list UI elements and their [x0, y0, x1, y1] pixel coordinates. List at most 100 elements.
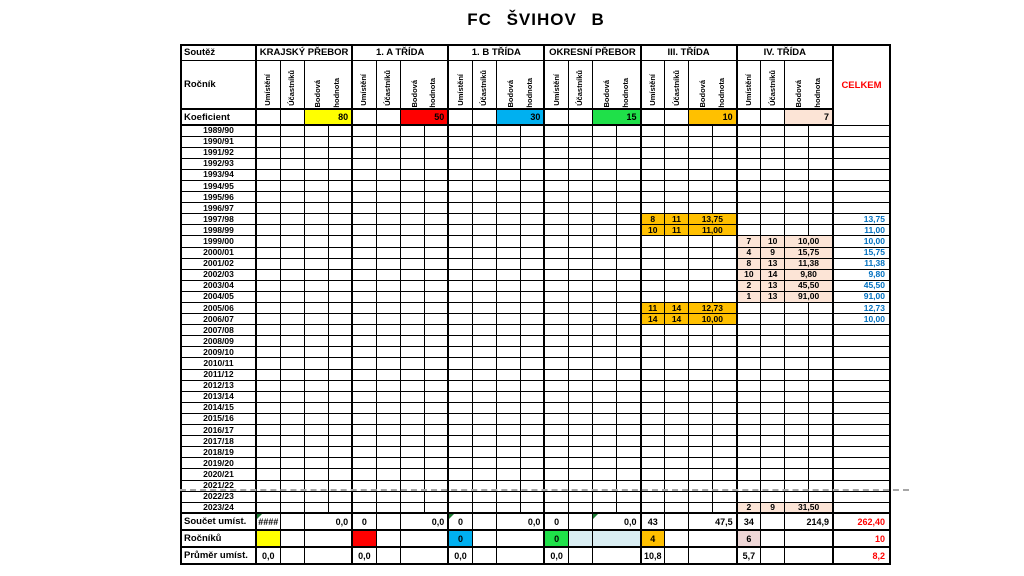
empty-cell[interactable]: [591, 446, 617, 459]
data-ucastniku[interactable]: 9: [760, 246, 786, 259]
celkem-header[interactable]: CELKEM: [832, 44, 891, 126]
empty-cell[interactable]: [254, 479, 281, 492]
data-bodova-hodnota[interactable]: 10,00: [688, 313, 738, 326]
empty-cell[interactable]: [327, 246, 353, 259]
empty-cell[interactable]: [495, 257, 521, 270]
empty-cell[interactable]: [543, 146, 569, 159]
empty-cell[interactable]: [351, 235, 377, 248]
empty-cell[interactable]: [279, 135, 305, 148]
soucet-umisteni-3[interactable]: 0: [543, 512, 569, 532]
empty-cell[interactable]: [423, 501, 449, 515]
empty-cell[interactable]: [735, 479, 762, 492]
soucet-umisteni-5[interactable]: 34: [735, 512, 762, 532]
empty-cell[interactable]: [615, 179, 642, 193]
empty-cell[interactable]: [639, 124, 666, 137]
empty-cell[interactable]: [375, 357, 401, 370]
empty-cell[interactable]: [447, 157, 473, 170]
subheader-ucastniku-5[interactable]: Účastníků: [760, 59, 786, 110]
empty-cell[interactable]: [351, 124, 377, 137]
empty-cell[interactable]: [399, 313, 425, 326]
empty-cell[interactable]: [423, 446, 449, 459]
empty-cell[interactable]: [639, 435, 666, 448]
empty-cell[interactable]: [735, 335, 762, 348]
rocniku-bodova-3[interactable]: [591, 529, 642, 549]
empty-cell[interactable]: [567, 490, 593, 503]
empty-cell[interactable]: [399, 479, 425, 492]
empty-cell[interactable]: [254, 424, 281, 437]
empty-cell[interactable]: [567, 224, 593, 237]
empty-cell[interactable]: [712, 268, 738, 281]
empty-cell[interactable]: [543, 168, 569, 181]
rocniku-umisteni-1[interactable]: [351, 529, 377, 549]
data-umisteni[interactable]: 2: [735, 279, 762, 292]
subheader-bodova-hodnota-1[interactable]: Bodová hodnota: [399, 59, 449, 110]
empty-cell[interactable]: [519, 401, 545, 414]
empty-cell[interactable]: [688, 501, 714, 515]
empty-cell[interactable]: [712, 279, 738, 292]
season-label[interactable]: 1989/90: [180, 124, 257, 137]
rocniku-umisteni-0[interactable]: [254, 529, 281, 549]
prumer-ucastniku-5[interactable]: [760, 546, 786, 565]
empty-cell[interactable]: [375, 324, 401, 337]
empty-cell[interactable]: [639, 324, 666, 337]
celkem-value[interactable]: [832, 446, 891, 459]
empty-cell[interactable]: [495, 224, 521, 237]
empty-cell[interactable]: [423, 468, 449, 481]
empty-cell[interactable]: [688, 268, 714, 281]
empty-cell[interactable]: [279, 401, 305, 414]
empty-cell[interactable]: [327, 279, 353, 292]
empty-cell[interactable]: [567, 468, 593, 481]
koef-ucastniku-empty-5[interactable]: [760, 108, 786, 126]
empty-cell[interactable]: [327, 135, 353, 148]
empty-cell[interactable]: [351, 357, 377, 370]
empty-cell[interactable]: [760, 401, 786, 414]
empty-cell[interactable]: [808, 135, 834, 148]
empty-cell[interactable]: [784, 179, 810, 193]
empty-cell[interactable]: [423, 435, 449, 448]
empty-cell[interactable]: [303, 479, 329, 492]
empty-cell[interactable]: [639, 401, 666, 414]
empty-cell[interactable]: [519, 179, 545, 193]
empty-cell[interactable]: [447, 412, 473, 426]
empty-cell[interactable]: [760, 346, 786, 359]
data-bodova-hodnota[interactable]: 12,73: [688, 301, 738, 315]
empty-cell[interactable]: [351, 246, 377, 259]
celkem-value[interactable]: 9,80: [832, 268, 891, 281]
empty-cell[interactable]: [327, 313, 353, 326]
celkem-value[interactable]: [832, 135, 891, 148]
empty-cell[interactable]: [399, 335, 425, 348]
empty-cell[interactable]: [664, 368, 690, 381]
empty-cell[interactable]: [712, 357, 738, 370]
empty-cell[interactable]: [784, 335, 810, 348]
empty-cell[interactable]: [712, 479, 738, 492]
season-label[interactable]: 2004/05: [180, 290, 257, 304]
empty-cell[interactable]: [664, 479, 690, 492]
empty-cell[interactable]: [591, 435, 617, 448]
empty-cell[interactable]: [327, 301, 353, 315]
empty-cell[interactable]: [447, 268, 473, 281]
empty-cell[interactable]: [254, 191, 281, 204]
empty-cell[interactable]: [615, 301, 642, 315]
empty-cell[interactable]: [591, 401, 617, 414]
empty-cell[interactable]: [495, 379, 521, 392]
empty-cell[interactable]: [254, 124, 281, 137]
soucet-umisteni-4[interactable]: 43: [639, 512, 666, 532]
empty-cell[interactable]: [279, 290, 305, 304]
celkem-value[interactable]: [832, 357, 891, 370]
empty-cell[interactable]: [567, 179, 593, 193]
empty-cell[interactable]: [279, 279, 305, 292]
celkem-value[interactable]: [832, 401, 891, 414]
soucet-bodova-3[interactable]: 0,0: [591, 512, 642, 532]
empty-cell[interactable]: [784, 301, 810, 315]
empty-cell[interactable]: [664, 124, 690, 137]
koef-value-3[interactable]: 15: [591, 108, 642, 126]
empty-cell[interactable]: [688, 368, 714, 381]
empty-cell[interactable]: [471, 457, 497, 470]
prumer-umisteni-5[interactable]: 5,7: [735, 546, 762, 565]
koef-umisteni-empty-0[interactable]: [254, 108, 281, 126]
empty-cell[interactable]: [519, 446, 545, 459]
soucet-celkem[interactable]: 262,40: [832, 512, 891, 532]
data-ucastniku[interactable]: 11: [664, 224, 690, 237]
empty-cell[interactable]: [495, 268, 521, 281]
empty-cell[interactable]: [303, 379, 329, 392]
